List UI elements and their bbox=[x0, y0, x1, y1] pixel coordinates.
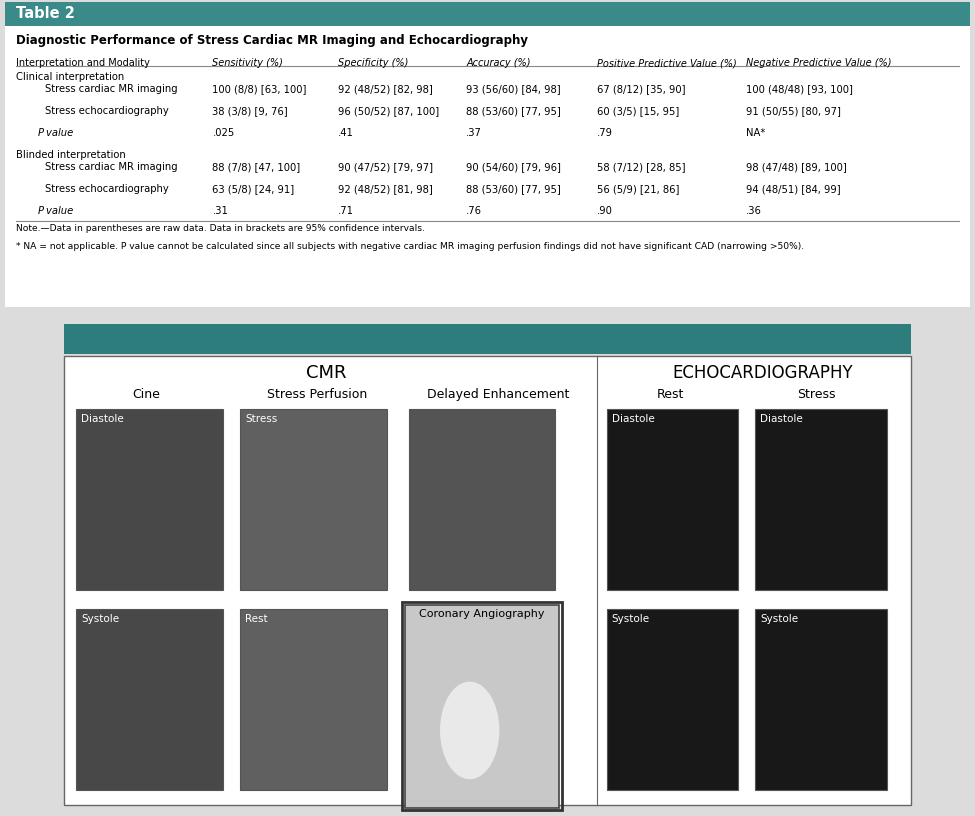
Text: Systole: Systole bbox=[760, 614, 799, 624]
Text: Accuracy (%): Accuracy (%) bbox=[466, 58, 530, 68]
Text: .76: .76 bbox=[466, 206, 483, 216]
Text: 91 (50/55) [80, 97]: 91 (50/55) [80, 97] bbox=[746, 106, 841, 117]
Text: 93 (56/60) [84, 98]: 93 (56/60) [84, 98] bbox=[466, 85, 561, 95]
Text: Clinical interpretation: Clinical interpretation bbox=[17, 73, 125, 82]
Bar bbox=[76, 410, 222, 590]
Text: Sensitivity (%): Sensitivity (%) bbox=[213, 58, 284, 68]
Text: 92 (48/52) [81, 98]: 92 (48/52) [81, 98] bbox=[338, 184, 433, 194]
Bar bbox=[5, 2, 970, 26]
Text: 90 (54/60) [79, 96]: 90 (54/60) [79, 96] bbox=[466, 162, 562, 172]
Text: .025: .025 bbox=[213, 128, 235, 139]
Text: .36: .36 bbox=[746, 206, 762, 216]
Text: Rest: Rest bbox=[656, 388, 683, 401]
Text: Diastole: Diastole bbox=[611, 415, 654, 424]
Text: Systole: Systole bbox=[81, 614, 119, 624]
Text: 38 (3/8) [9, 76]: 38 (3/8) [9, 76] bbox=[213, 106, 288, 117]
Text: Interpretation and Modality: Interpretation and Modality bbox=[17, 58, 150, 68]
Text: 63 (5/8) [24, 91]: 63 (5/8) [24, 91] bbox=[213, 184, 294, 194]
Text: .31: .31 bbox=[213, 206, 228, 216]
Text: Rest: Rest bbox=[246, 614, 268, 624]
Text: .71: .71 bbox=[338, 206, 354, 216]
Text: Note.—Data in parentheses are raw data. Data in brackets are 95% confidence inte: Note.—Data in parentheses are raw data. … bbox=[17, 224, 425, 233]
Bar bbox=[606, 610, 738, 790]
Text: Cine: Cine bbox=[133, 388, 160, 401]
Text: 88 (53/60) [77, 95]: 88 (53/60) [77, 95] bbox=[466, 106, 561, 117]
Text: Table 2: Table 2 bbox=[17, 6, 75, 21]
Text: P value: P value bbox=[38, 128, 73, 139]
Text: .37: .37 bbox=[466, 128, 483, 139]
Text: Specificity (%): Specificity (%) bbox=[338, 58, 409, 68]
Text: 67 (8/12) [35, 90]: 67 (8/12) [35, 90] bbox=[597, 85, 685, 95]
Text: Stress Perfusion: Stress Perfusion bbox=[266, 388, 367, 401]
Bar bbox=[64, 356, 911, 805]
Text: * NA = not applicable. P value cannot be calculated since all subjects with nega: * NA = not applicable. P value cannot be… bbox=[17, 242, 804, 251]
Text: ECHOCARDIOGRAPHY: ECHOCARDIOGRAPHY bbox=[672, 364, 852, 382]
Text: 88 (53/60) [77, 95]: 88 (53/60) [77, 95] bbox=[466, 184, 561, 194]
Bar bbox=[64, 325, 911, 354]
Bar bbox=[756, 410, 887, 590]
Text: P value: P value bbox=[38, 206, 73, 216]
Bar bbox=[606, 410, 738, 590]
Text: NA*: NA* bbox=[746, 128, 765, 139]
Text: Diastole: Diastole bbox=[760, 415, 803, 424]
Text: 88 (7/8) [47, 100]: 88 (7/8) [47, 100] bbox=[213, 162, 300, 172]
Bar bbox=[405, 605, 560, 808]
Text: 60 (3/5) [15, 95]: 60 (3/5) [15, 95] bbox=[597, 106, 679, 117]
Text: 96 (50/52) [87, 100]: 96 (50/52) [87, 100] bbox=[338, 106, 439, 117]
Text: Delayed Enhancement: Delayed Enhancement bbox=[427, 388, 569, 401]
Bar bbox=[756, 610, 887, 790]
Text: .90: .90 bbox=[597, 206, 612, 216]
Text: Diastole: Diastole bbox=[81, 415, 124, 424]
Bar bbox=[409, 410, 556, 590]
Text: .79: .79 bbox=[597, 128, 612, 139]
Bar bbox=[76, 610, 222, 790]
Text: Stress cardiac MR imaging: Stress cardiac MR imaging bbox=[46, 162, 178, 172]
Text: .41: .41 bbox=[338, 128, 354, 139]
Text: Diagnostic Performance of Stress Cardiac MR Imaging and Echocardiography: Diagnostic Performance of Stress Cardiac… bbox=[17, 34, 528, 47]
Text: 100 (8/8) [63, 100]: 100 (8/8) [63, 100] bbox=[213, 85, 307, 95]
Text: Systole: Systole bbox=[611, 614, 650, 624]
Text: 58 (7/12) [28, 85]: 58 (7/12) [28, 85] bbox=[597, 162, 685, 172]
Bar bbox=[241, 410, 387, 590]
Text: 98 (47/48) [89, 100]: 98 (47/48) [89, 100] bbox=[746, 162, 847, 172]
Text: 90 (47/52) [79, 97]: 90 (47/52) [79, 97] bbox=[338, 162, 433, 172]
Text: Coronary Angiography: Coronary Angiography bbox=[419, 610, 545, 619]
Text: 100 (48/48) [93, 100]: 100 (48/48) [93, 100] bbox=[746, 85, 853, 95]
Text: CMR: CMR bbox=[306, 364, 347, 382]
Text: Blinded interpretation: Blinded interpretation bbox=[17, 150, 126, 161]
Text: Stress: Stress bbox=[246, 415, 278, 424]
Text: 92 (48/52) [82, 98]: 92 (48/52) [82, 98] bbox=[338, 85, 433, 95]
Text: Positive Predictive Value (%): Positive Predictive Value (%) bbox=[597, 58, 736, 68]
Text: Stress: Stress bbox=[798, 388, 836, 401]
Ellipse shape bbox=[440, 681, 499, 779]
Text: Negative Predictive Value (%): Negative Predictive Value (%) bbox=[746, 58, 892, 68]
Text: Stress cardiac MR imaging: Stress cardiac MR imaging bbox=[46, 85, 178, 95]
Text: 94 (48/51) [84, 99]: 94 (48/51) [84, 99] bbox=[746, 184, 840, 194]
Text: 56 (5/9) [21, 86]: 56 (5/9) [21, 86] bbox=[597, 184, 679, 194]
Text: Stress echocardiography: Stress echocardiography bbox=[46, 106, 170, 117]
Bar bbox=[241, 610, 387, 790]
Text: Stress echocardiography: Stress echocardiography bbox=[46, 184, 170, 194]
Bar bbox=[402, 601, 563, 810]
